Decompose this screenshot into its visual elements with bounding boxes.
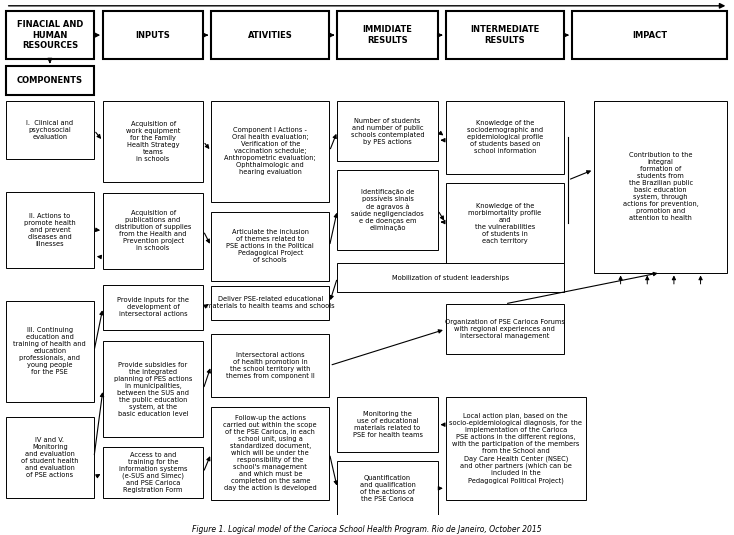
Text: Monitoring the
use of educational
materials related to
PSE for health teams: Monitoring the use of educational materi… [352, 411, 423, 438]
Bar [103, 341, 203, 437]
Bar [338, 397, 437, 453]
Text: Access to and
training for the
information systems
(e-SUS and Simec)
and PSE Car: Access to and training for the informati… [119, 452, 187, 493]
Text: I.  Clinical and
psychosocial
evaluation: I. Clinical and psychosocial evaluation [26, 120, 73, 140]
Text: III. Continuing
education and
training of health and
education
professionals, an: III. Continuing education and training o… [13, 327, 87, 376]
Bar [6, 301, 94, 402]
Text: Mobilization of student leaderships: Mobilization of student leaderships [392, 274, 509, 281]
Bar [103, 11, 203, 59]
Text: Intersectoral actions
of health promotion in
the school territory with
themes fr: Intersectoral actions of health promotio… [226, 352, 315, 379]
Text: Follow-up the actions
carried out within the scope
of the PSE Carioca, in each
s: Follow-up the actions carried out within… [223, 416, 317, 492]
Bar [211, 11, 330, 59]
Text: Number of students
and number of public
schools contemplated
by PES actions: Number of students and number of public … [351, 118, 424, 144]
Bar [103, 447, 203, 498]
Text: Acquisition of
work equipment
for the Family
Health Strategy
teams
in schools: Acquisition of work equipment for the Fa… [126, 121, 181, 162]
Bar [211, 286, 330, 320]
Text: Contribution to the
integral
formation of
students from
the Brazilian public
bas: Contribution to the integral formation o… [622, 152, 699, 221]
Text: Identificação de
possíveis sinais
de agravos à
saúde negligenciados
e de doenças: Identificação de possíveis sinais de agr… [351, 188, 424, 231]
Text: Provide inputs for the
development of
intersectoral actions: Provide inputs for the development of in… [117, 297, 189, 317]
Text: COMPONENTS: COMPONENTS [17, 76, 83, 85]
Bar [6, 417, 94, 498]
Bar [338, 263, 564, 292]
Bar [446, 397, 586, 500]
Bar [338, 101, 437, 162]
Text: Quantification
and qualification
of the actions of
the PSE Carioca: Quantification and qualification of the … [360, 475, 415, 502]
Text: Knowledge of the
sociodemographic and
epidemiological profile
of students based : Knowledge of the sociodemographic and ep… [467, 120, 543, 154]
Text: II. Actions to
promote health
and prevent
diseases and
illnesses: II. Actions to promote health and preven… [24, 212, 76, 247]
Text: Articulate the inclusion
of themes related to
PSE actions in the Political
Pedag: Articulate the inclusion of themes relat… [226, 230, 314, 263]
Text: INPUTS: INPUTS [136, 30, 170, 40]
Text: Deliver PSE-related educational
materials to health teams and schools: Deliver PSE-related educational material… [206, 296, 335, 309]
Bar [103, 101, 203, 182]
Text: INTERMEDIATE
RESULTS: INTERMEDIATE RESULTS [470, 26, 539, 45]
Text: IV and V.
Monitoring
and evaluation
of student health
and evaluation
of PSE acti: IV and V. Monitoring and evaluation of s… [21, 437, 79, 478]
Bar [338, 170, 437, 250]
Bar [211, 407, 330, 500]
Bar [211, 101, 330, 202]
Bar [6, 66, 94, 95]
Text: IMPACT: IMPACT [632, 30, 667, 40]
Text: ATIVITIES: ATIVITIES [248, 30, 293, 40]
Bar [338, 11, 437, 59]
Bar [211, 334, 330, 397]
Bar [572, 11, 727, 59]
Bar [594, 101, 727, 272]
Text: Acquisition of
publications and
distribution of supplies
from the Health and
Pre: Acquisition of publications and distribu… [115, 210, 192, 251]
Text: Component I Actions -
Oral health evaluation;
Verification of the
vaccination sc: Component I Actions - Oral health evalua… [225, 127, 316, 175]
Bar [103, 285, 203, 330]
Text: Knowledge of the
morbimortality profile
and
the vulnerabilities
of students in
e: Knowledge of the morbimortality profile … [468, 203, 542, 243]
Text: Figure 1. Logical model of the Carioca School Health Program. Rio de Janeiro, Oc: Figure 1. Logical model of the Carioca S… [192, 525, 542, 534]
Bar [6, 101, 94, 159]
Bar [338, 461, 437, 516]
Bar [103, 193, 203, 269]
Bar [446, 182, 564, 263]
Bar [6, 11, 94, 59]
Text: Local action plan, based on the
socio-epidemiological diagnosis, for the
impleme: Local action plan, based on the socio-ep… [449, 413, 582, 484]
Text: IMMIDIATE
RESULTS: IMMIDIATE RESULTS [363, 26, 413, 45]
Bar [211, 212, 330, 281]
Bar [6, 192, 94, 268]
Text: FINACIAL AND
HUMAN
RESOURCES: FINACIAL AND HUMAN RESOURCES [17, 20, 83, 50]
Text: Provide subsidies for
the integrated
planning of PES actions
in municipalities,
: Provide subsidies for the integrated pla… [114, 362, 192, 417]
Bar [446, 304, 564, 354]
Bar [446, 101, 564, 173]
Bar [446, 11, 564, 59]
Text: Organization of PSE Carioca Forums
with regional experiences and
intersectoral m: Organization of PSE Carioca Forums with … [445, 319, 564, 339]
